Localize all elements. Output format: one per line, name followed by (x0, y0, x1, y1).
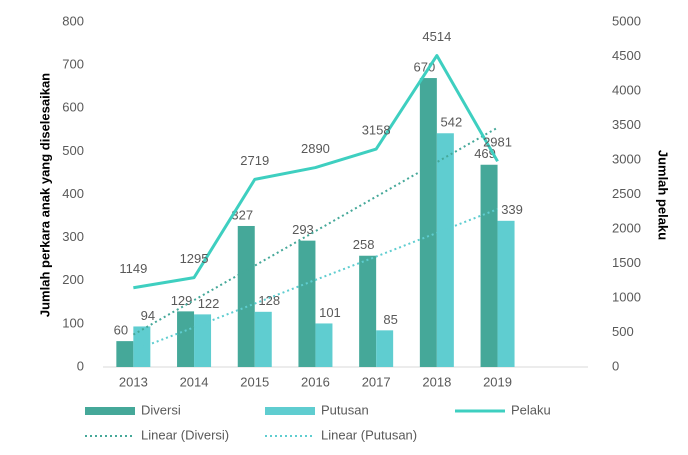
bar-label: 542 (440, 115, 462, 130)
y2-tick-label: 2500 (612, 186, 641, 201)
y-tick-label: 700 (62, 57, 84, 72)
y-tick-label: 800 (62, 13, 84, 28)
line-label: 1149 (119, 261, 147, 276)
bar-label: 60 (114, 323, 128, 338)
y2-axis-title: Jumlah pelaku (656, 150, 671, 240)
y-axis-title: Jumlah perkara anak yang diselesaikan (37, 73, 52, 317)
bar-label: 670 (413, 60, 435, 75)
bar (419, 78, 437, 367)
line-label: 2719 (240, 153, 269, 168)
y-tick-label: 600 (62, 100, 84, 115)
y2-tick-label: 4500 (612, 48, 641, 63)
x-tick-label: 2016 (301, 374, 330, 389)
bar (436, 133, 454, 367)
bar (497, 220, 515, 367)
bar-label: 122 (198, 296, 220, 311)
line-label: 1295 (180, 251, 209, 266)
bar (359, 255, 377, 367)
legend-label: Linear (Putusan) (321, 427, 417, 442)
y2-tick-label: 1500 (612, 255, 641, 270)
y-tick-label: 0 (77, 358, 84, 373)
bar (133, 326, 151, 367)
line (133, 54, 499, 290)
x-tick-label: 2015 (240, 374, 269, 389)
bar-label: 129 (171, 293, 193, 308)
y2-tick-label: 1000 (612, 289, 641, 304)
bar-label: 94 (141, 308, 155, 323)
bar (177, 311, 195, 367)
bar (237, 225, 255, 367)
y-tick-label: 500 (62, 143, 84, 158)
bar (480, 164, 498, 367)
bar-label: 85 (383, 312, 397, 327)
line-label: 2890 (301, 141, 330, 156)
bar (315, 323, 333, 367)
x-tick-label: 2014 (180, 374, 209, 389)
bar (254, 311, 272, 367)
bar-label: 339 (501, 202, 523, 217)
y2-tick-label: 4000 (612, 82, 641, 97)
legend-label: Putusan (321, 402, 369, 417)
legend-swatch (85, 407, 135, 415)
y2-tick-label: 2000 (612, 220, 641, 235)
legend-swatch (265, 407, 315, 415)
x-tick-label: 2017 (362, 374, 391, 389)
legend-label: Pelaku (511, 402, 551, 417)
y2-tick-label: 5000 (612, 13, 641, 28)
bar-label: 258 (353, 237, 375, 252)
y-tick-label: 100 (62, 315, 84, 330)
bar (376, 330, 394, 367)
y-tick-label: 400 (62, 186, 84, 201)
bar-label: 101 (319, 305, 341, 320)
y2-tick-label: 500 (612, 324, 634, 339)
y2-tick-label: 0 (612, 358, 619, 373)
y-tick-label: 200 (62, 272, 84, 287)
bar (116, 341, 134, 367)
x-tick-label: 2019 (483, 374, 512, 389)
line-label: 3158 (362, 123, 391, 138)
x-tick-label: 2013 (119, 374, 148, 389)
bar (194, 314, 212, 367)
legend-label: Linear (Diversi) (141, 427, 229, 442)
x-tick-label: 2018 (422, 374, 451, 389)
y-tick-label: 300 (62, 229, 84, 244)
y2-tick-label: 3500 (612, 117, 641, 132)
line-label: 2981 (483, 135, 512, 150)
bar-label: 293 (292, 222, 314, 237)
bar-label: 128 (258, 293, 280, 308)
line-label: 4514 (422, 29, 451, 44)
trend-line (132, 208, 498, 352)
y2-tick-label: 3000 (612, 151, 641, 166)
bar (298, 240, 316, 367)
legend-label: Diversi (141, 402, 181, 417)
